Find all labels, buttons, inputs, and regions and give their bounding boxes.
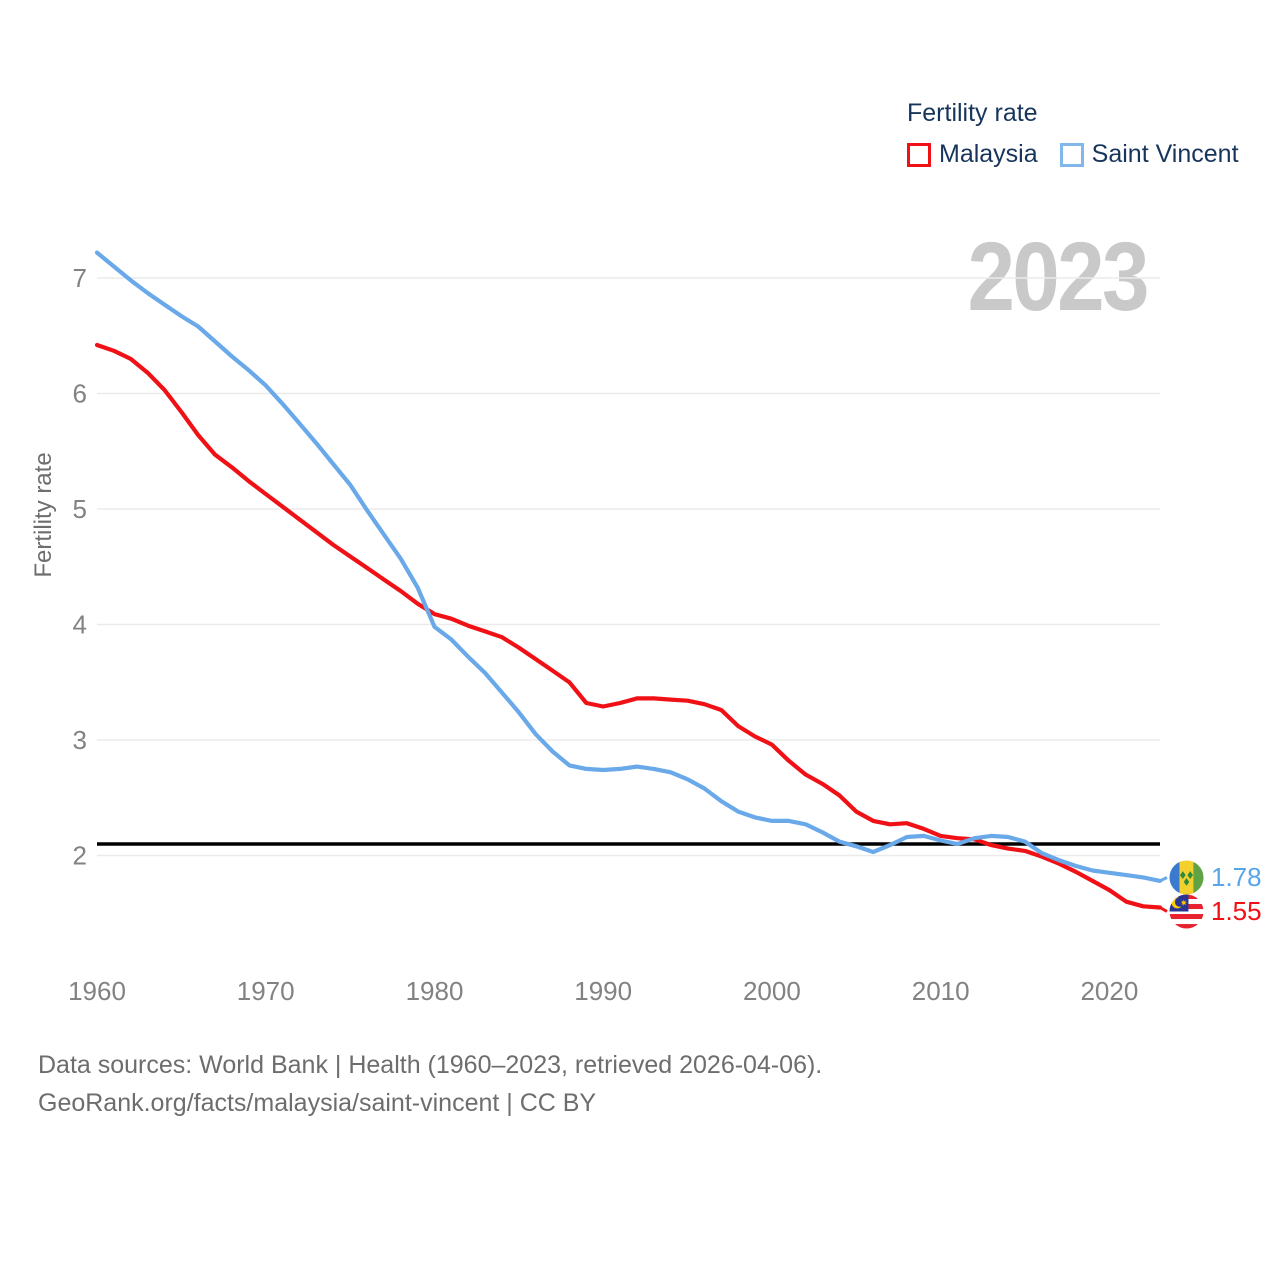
x-tick-label-1980: 1980 bbox=[406, 976, 464, 1006]
saint-vincent-end-label: 1.78 bbox=[1169, 860, 1262, 895]
legend-item-label: Saint Vincent bbox=[1091, 140, 1239, 168]
series-line-saint-vincent bbox=[94, 250, 1163, 884]
malaysia-final-value: 1.55 bbox=[1211, 896, 1262, 926]
y-tick-label-3: 3 bbox=[73, 725, 87, 755]
malaysia-swatch-icon bbox=[907, 142, 931, 167]
x-tick-label-2010: 2010 bbox=[912, 976, 970, 1006]
y-tick-label-7: 7 bbox=[73, 263, 87, 293]
y-axis-title: Fertility rate bbox=[30, 452, 57, 578]
saint-vincent-flag-icon bbox=[1169, 860, 1204, 895]
legend-items: Malaysia Saint Vincent bbox=[907, 140, 1239, 169]
saint-vincent-final-value: 1.78 bbox=[1211, 862, 1262, 892]
year-watermark: 2023 bbox=[967, 222, 1150, 331]
y-tick-label-2: 2 bbox=[73, 841, 87, 871]
malaysia-end-label: 1.55 bbox=[1169, 894, 1262, 929]
saint-vincent-swatch-icon bbox=[1059, 142, 1084, 167]
series-connector-malaysia bbox=[1159, 906, 1168, 913]
legend-title: Fertility rate bbox=[907, 99, 1038, 127]
legend-item-saint-vincent[interactable]: Saint Vincent bbox=[1059, 140, 1239, 169]
y-tick-label-6: 6 bbox=[73, 379, 87, 409]
x-tick-label-1990: 1990 bbox=[574, 976, 632, 1006]
x-tick-label-2000: 2000 bbox=[743, 976, 801, 1006]
y-tick-label-5: 5 bbox=[73, 494, 87, 524]
x-tick-label-1960: 1960 bbox=[68, 976, 126, 1006]
legend-item-malaysia[interactable]: Malaysia bbox=[907, 140, 1038, 169]
malaysia-flag-icon bbox=[1169, 894, 1204, 929]
y-tick-label-4: 4 bbox=[73, 610, 87, 640]
legend-item-label: Malaysia bbox=[939, 140, 1038, 168]
footer: Data sources: World Bank | Health (1960–… bbox=[38, 1046, 822, 1122]
series-connector-saint-vincent bbox=[1159, 876, 1168, 883]
series-line-malaysia bbox=[94, 342, 1163, 910]
attribution-line: GeoRank.org/facts/malaysia/saint-vincent… bbox=[38, 1089, 597, 1117]
data-sources-line: Data sources: World Bank | Health (1960–… bbox=[38, 1051, 823, 1079]
chart-legend: Fertility rate Malaysia Saint Vincent bbox=[907, 99, 1239, 169]
x-tick-label-2020: 2020 bbox=[1080, 976, 1138, 1006]
x-tick-label-1970: 1970 bbox=[237, 976, 295, 1006]
